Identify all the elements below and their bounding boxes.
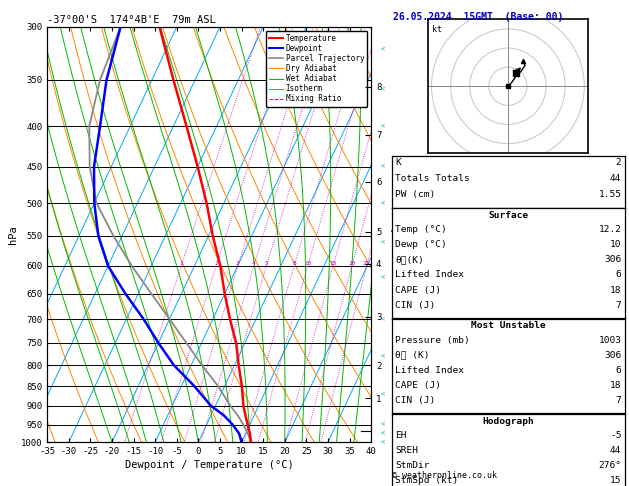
Text: K: K xyxy=(395,158,401,167)
Text: θᴄ (K): θᴄ (K) xyxy=(395,350,430,360)
Text: 7: 7 xyxy=(616,396,621,405)
Text: <: < xyxy=(381,316,385,322)
Text: 18: 18 xyxy=(610,285,621,295)
Text: Lifted Index: Lifted Index xyxy=(395,270,464,279)
Text: <: < xyxy=(381,46,385,52)
Text: 4: 4 xyxy=(252,261,255,266)
Text: 1: 1 xyxy=(179,261,183,266)
Text: <: < xyxy=(381,123,385,129)
Text: kt: kt xyxy=(431,25,442,34)
Text: 18: 18 xyxy=(610,381,621,390)
Text: Most Unstable: Most Unstable xyxy=(471,321,545,330)
Text: PW (cm): PW (cm) xyxy=(395,190,435,199)
Text: Surface: Surface xyxy=(488,211,528,220)
Text: Temp (°C): Temp (°C) xyxy=(395,225,447,234)
Text: 25: 25 xyxy=(363,261,370,266)
Text: StmDir: StmDir xyxy=(395,461,430,470)
Text: <: < xyxy=(381,421,385,428)
Text: LCL: LCL xyxy=(484,427,499,435)
Text: StmSpd (kt): StmSpd (kt) xyxy=(395,476,459,485)
Text: 306: 306 xyxy=(604,350,621,360)
Text: <: < xyxy=(381,274,385,280)
Y-axis label: hPa: hPa xyxy=(8,225,18,244)
Legend: Temperature, Dewpoint, Parcel Trajectory, Dry Adiabat, Wet Adiabat, Isotherm, Mi: Temperature, Dewpoint, Parcel Trajectory… xyxy=(265,31,367,106)
Text: EH: EH xyxy=(395,431,406,440)
Text: SREH: SREH xyxy=(395,446,418,455)
Text: 44: 44 xyxy=(610,174,621,183)
Text: 2: 2 xyxy=(616,158,621,167)
Text: 26.05.2024  15GMT  (Base: 00): 26.05.2024 15GMT (Base: 00) xyxy=(393,12,564,22)
Text: Dewp (°C): Dewp (°C) xyxy=(395,240,447,249)
Text: 1003: 1003 xyxy=(598,335,621,345)
Text: Pressure (mb): Pressure (mb) xyxy=(395,335,470,345)
Text: Totals Totals: Totals Totals xyxy=(395,174,470,183)
Text: CIN (J): CIN (J) xyxy=(395,300,435,310)
Text: 10: 10 xyxy=(610,240,621,249)
Text: 7: 7 xyxy=(616,300,621,310)
Text: 306: 306 xyxy=(604,255,621,264)
Text: <: < xyxy=(381,353,385,360)
Text: 10: 10 xyxy=(304,261,311,266)
Text: <: < xyxy=(381,431,385,436)
Text: 276°: 276° xyxy=(598,461,621,470)
Text: Lifted Index: Lifted Index xyxy=(395,365,464,375)
Text: 12.2: 12.2 xyxy=(598,225,621,234)
Text: θᴄ(K): θᴄ(K) xyxy=(395,255,424,264)
X-axis label: Dewpoint / Temperature (°C): Dewpoint / Temperature (°C) xyxy=(125,460,294,470)
Y-axis label: km
ASL: km ASL xyxy=(391,215,406,235)
Text: 5: 5 xyxy=(265,261,269,266)
Text: 20: 20 xyxy=(348,261,355,266)
Text: Hodograph: Hodograph xyxy=(482,417,534,426)
Text: -37°00'S  174°4B'E  79m ASL: -37°00'S 174°4B'E 79m ASL xyxy=(47,15,216,25)
Text: <: < xyxy=(381,87,385,93)
Text: 6: 6 xyxy=(616,365,621,375)
Text: 1.55: 1.55 xyxy=(598,190,621,199)
Text: 2: 2 xyxy=(214,261,218,266)
Text: <: < xyxy=(381,200,385,206)
Text: 3: 3 xyxy=(236,261,240,266)
Text: 15: 15 xyxy=(330,261,337,266)
Text: CIN (J): CIN (J) xyxy=(395,396,435,405)
Text: 15: 15 xyxy=(610,476,621,485)
Text: 6: 6 xyxy=(616,270,621,279)
Text: CAPE (J): CAPE (J) xyxy=(395,381,441,390)
Text: <: < xyxy=(381,391,385,397)
Text: 8: 8 xyxy=(292,261,296,266)
Text: 44: 44 xyxy=(610,446,621,455)
Text: <: < xyxy=(381,439,385,445)
Text: <: < xyxy=(381,164,385,170)
Text: <: < xyxy=(381,239,385,245)
Text: CAPE (J): CAPE (J) xyxy=(395,285,441,295)
Text: © weatheronline.co.uk: © weatheronline.co.uk xyxy=(392,471,497,480)
Text: -5: -5 xyxy=(610,431,621,440)
